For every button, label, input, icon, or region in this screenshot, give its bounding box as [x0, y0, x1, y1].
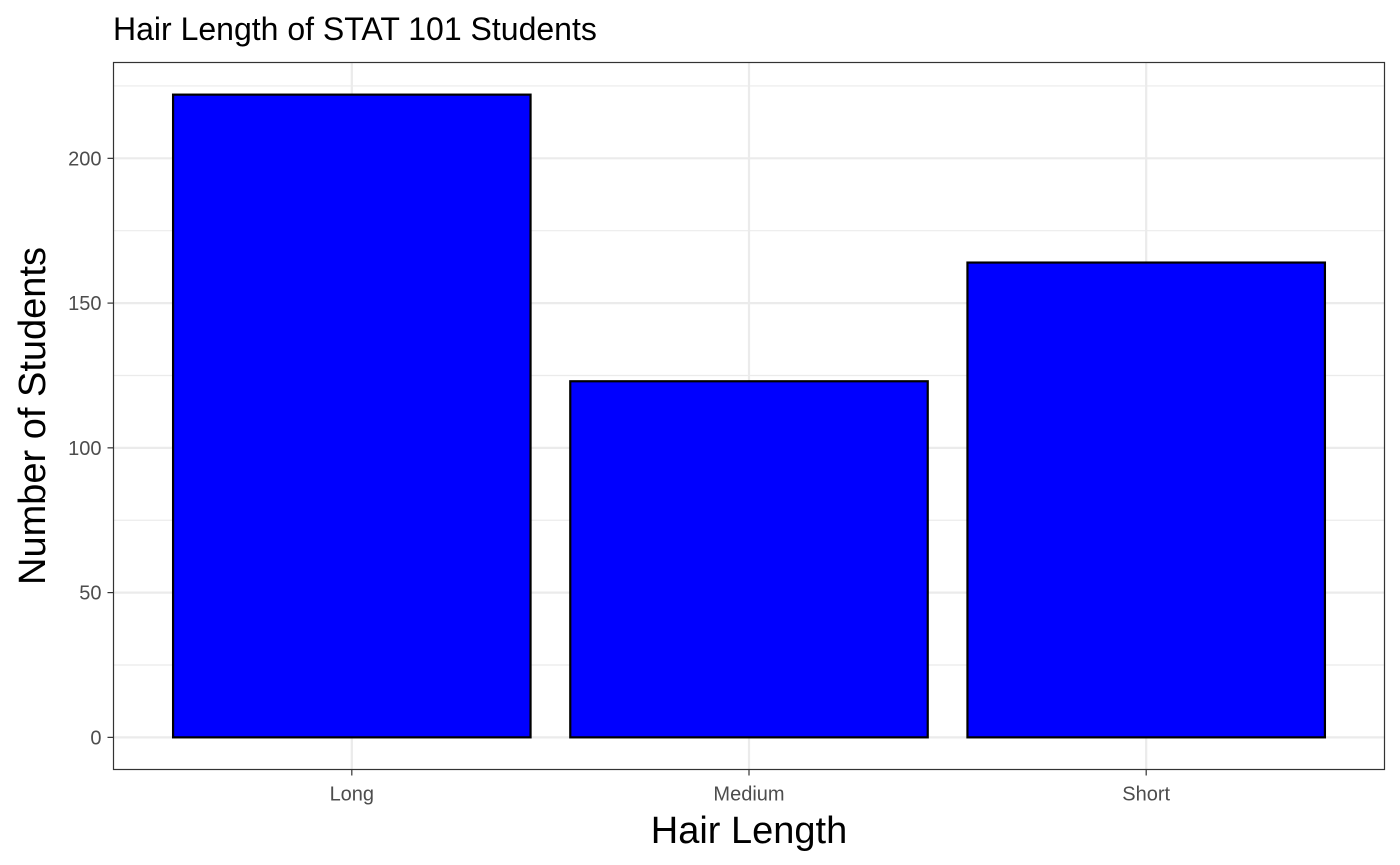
chart-title: Hair Length of STAT 101 Students [113, 11, 597, 47]
x-axis-title: Hair Length [651, 810, 847, 852]
y-tick-label: 100 [68, 438, 101, 460]
x-tick-label-medium: Medium [713, 784, 784, 806]
x-tick-label-long: Long [330, 784, 375, 806]
bars-layer [171, 93, 1327, 739]
y-tick-label: 50 [79, 583, 101, 605]
y-tick-label: 0 [90, 727, 101, 749]
bar-medium [569, 380, 929, 739]
bar-short [966, 261, 1327, 739]
x-tick-label-short: Short [1122, 784, 1170, 806]
bar-long [171, 93, 532, 739]
ticks-layer: 0 50 100 150 200 Long Medium Short [68, 148, 1170, 805]
y-axis-title: Number of Students [12, 247, 54, 585]
y-tick-label: 200 [68, 148, 101, 170]
y-tick-label: 150 [68, 293, 101, 315]
